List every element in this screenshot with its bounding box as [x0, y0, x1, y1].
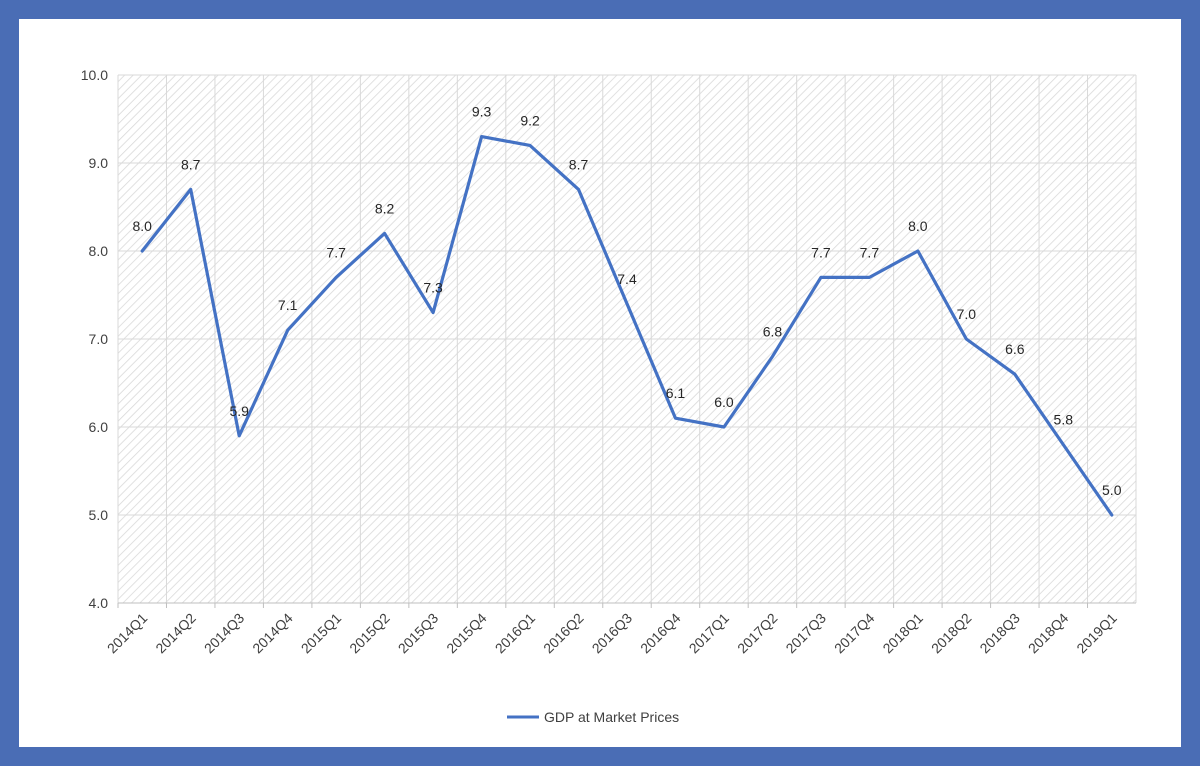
x-tick-label: 2018Q2	[928, 610, 975, 657]
x-tick-label: 2016Q3	[589, 610, 636, 657]
data-label: 6.6	[1005, 341, 1025, 357]
data-label: 8.7	[569, 156, 589, 172]
y-tick-label: 6.0	[89, 419, 109, 435]
gridlines	[117, 74, 1137, 604]
x-tick-label: 2014Q4	[249, 610, 296, 657]
x-tick-label: 2017Q2	[734, 610, 781, 657]
x-tick-label: 2015Q4	[443, 610, 490, 657]
data-label: 8.7	[181, 156, 201, 172]
legend: GDP at Market Prices	[507, 709, 679, 725]
y-axis: 4.0 5.0 6.0 7.0 8.0 9.0 10.0	[81, 67, 108, 611]
y-tick-label: 8.0	[89, 243, 109, 259]
data-label: 7.4	[617, 271, 637, 287]
data-label: 7.7	[860, 244, 880, 260]
data-label: 6.8	[763, 324, 783, 340]
data-label: 5.9	[229, 403, 249, 419]
data-label: 7.3	[423, 280, 443, 296]
data-labels: 8.0 8.7 5.9 7.1 7.7 8.2 7.3 9.3 9.2 8.7 7.4 6.1 6.0 6…	[133, 104, 1122, 498]
data-label: 5.8	[1054, 412, 1074, 428]
x-tick-label: 2017Q3	[782, 610, 829, 657]
data-label: 7.0	[957, 306, 977, 322]
x-tick-label: 2016Q1	[492, 610, 539, 657]
x-tick-label: 2018Q3	[976, 610, 1023, 657]
x-tick-label: 2015Q2	[346, 610, 393, 657]
x-tick-label: 2014Q2	[152, 610, 199, 657]
data-label: 8.0	[133, 218, 153, 234]
x-tick-label: 2018Q1	[879, 610, 926, 657]
x-axis: 2014Q1 2014Q2 2014Q3 2014Q4 2015Q1 2015Q2 2015…	[104, 602, 1136, 657]
data-label: 7.1	[278, 297, 298, 313]
x-tick-label: 2017Q1	[686, 610, 733, 657]
x-tick-label: 2018Q4	[1025, 610, 1072, 657]
data-label: 7.7	[326, 244, 346, 260]
data-label: 7.7	[811, 244, 831, 260]
legend-label: GDP at Market Prices	[544, 709, 679, 725]
y-tick-label: 7.0	[89, 331, 109, 347]
y-tick-label: 10.0	[81, 67, 108, 83]
series	[140, 134, 1114, 517]
data-label: 9.2	[520, 112, 540, 128]
data-label: 8.2	[375, 200, 395, 216]
x-tick-label: 2016Q4	[637, 610, 684, 657]
y-tick-label: 9.0	[89, 155, 109, 171]
data-label: 6.0	[714, 394, 734, 410]
x-tick-label: 2014Q1	[104, 610, 151, 657]
x-tick-label: 2019Q1	[1073, 610, 1120, 657]
y-tick-label: 4.0	[89, 595, 109, 611]
chart-frame: 4.0 5.0 6.0 7.0 8.0 9.0 10.0 2014Q1 2014Q2 2014Q…	[19, 19, 1181, 747]
data-label: 6.1	[666, 385, 686, 401]
x-tick-label: 2017Q4	[831, 610, 878, 657]
x-tick-label: 2016Q2	[540, 610, 587, 657]
data-label: 5.0	[1102, 482, 1122, 498]
data-label: 9.3	[472, 104, 492, 120]
x-tick-label: 2015Q3	[395, 610, 442, 657]
y-tick-label: 5.0	[89, 507, 109, 523]
line-chart: 4.05.06.07.08.09.010.0 2014Q1 2014Q2 2014Q…	[81, 67, 1137, 725]
data-label: 8.0	[908, 218, 928, 234]
x-tick-label: 2015Q1	[298, 610, 345, 657]
x-tick-label: 2014Q3	[201, 610, 248, 657]
